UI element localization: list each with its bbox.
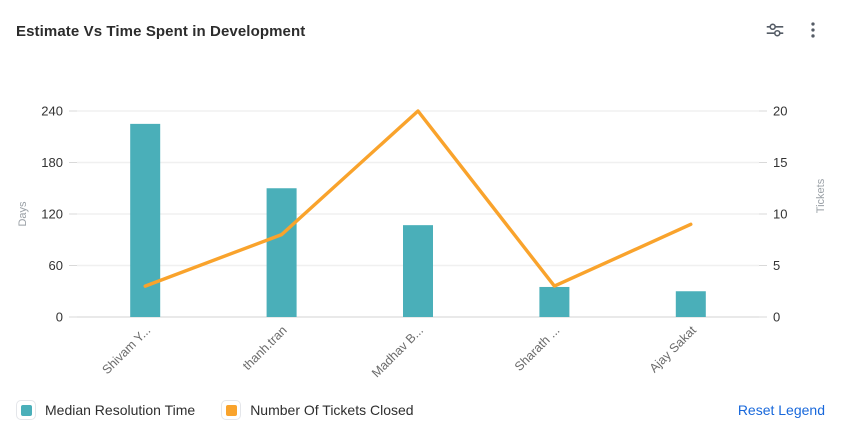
header-actions bbox=[759, 15, 829, 47]
x-axis-label: Ajay Sakat bbox=[647, 323, 700, 376]
more-options-button[interactable] bbox=[797, 15, 829, 47]
legend-label: Median Resolution Time bbox=[45, 402, 196, 418]
kebab-menu-icon bbox=[802, 19, 824, 44]
left-axis-tick-label: 0 bbox=[56, 310, 63, 325]
left-axis-tick-label: 60 bbox=[49, 258, 63, 273]
legend-label: Number Of Tickets Closed bbox=[250, 402, 414, 418]
bar-median-resolution-time[interactable] bbox=[539, 286, 570, 317]
teal-square-icon bbox=[20, 404, 32, 416]
reset-legend-link[interactable]: Reset Legend bbox=[737, 402, 825, 418]
left-axis-name: Days bbox=[17, 201, 29, 227]
x-axis-label: thanh.tran bbox=[240, 323, 290, 373]
chart-title: Estimate Vs Time Spent in Development bbox=[16, 22, 306, 40]
left-axis-tick-label: 120 bbox=[41, 207, 63, 222]
left-axis-tick-label: 180 bbox=[41, 155, 63, 170]
bar-median-resolution-time[interactable] bbox=[403, 225, 433, 317]
x-axis-label: Madhav B... bbox=[369, 323, 426, 380]
chart-legend: Median Resolution Time Number Of Tickets… bbox=[16, 396, 825, 424]
orange-square-icon bbox=[225, 404, 237, 416]
line-number-of-tickets-closed[interactable] bbox=[143, 109, 693, 288]
x-axis-label: Sharath ... bbox=[512, 323, 563, 374]
legend-item-number-of-tickets-closed[interactable]: Number Of Tickets Closed bbox=[221, 400, 414, 420]
legend-item-median-resolution-time[interactable]: Median Resolution Time bbox=[16, 400, 195, 420]
right-axis-tick-label: 0 bbox=[773, 310, 780, 325]
right-axis-tick-label: 20 bbox=[773, 104, 787, 119]
bar-median-resolution-time[interactable] bbox=[130, 123, 161, 317]
x-axis-label: Shivam Y... bbox=[100, 323, 154, 377]
legend-marker-box bbox=[221, 400, 242, 420]
bar-median-resolution-time[interactable] bbox=[675, 291, 706, 317]
legend-marker-box bbox=[16, 400, 36, 420]
right-axis-tick-label: 15 bbox=[773, 155, 787, 170]
bar-median-resolution-time[interactable] bbox=[266, 188, 297, 317]
right-axis-tick-label: 5 bbox=[773, 258, 780, 273]
right-axis-name: Tickets bbox=[815, 178, 827, 213]
right-axis-tick-label: 10 bbox=[773, 207, 787, 222]
chart-canvas[interactable]: 0 60 120 180 240 0 5 10 15 20 Days Tickets Shivam Y.… bbox=[0, 48, 841, 390]
left-axis-tick-label: 240 bbox=[41, 104, 63, 119]
filter-settings-button[interactable] bbox=[759, 15, 791, 47]
card-header: Estimate Vs Time Spent in Development bbox=[16, 14, 829, 48]
sliders-icon bbox=[764, 19, 786, 44]
